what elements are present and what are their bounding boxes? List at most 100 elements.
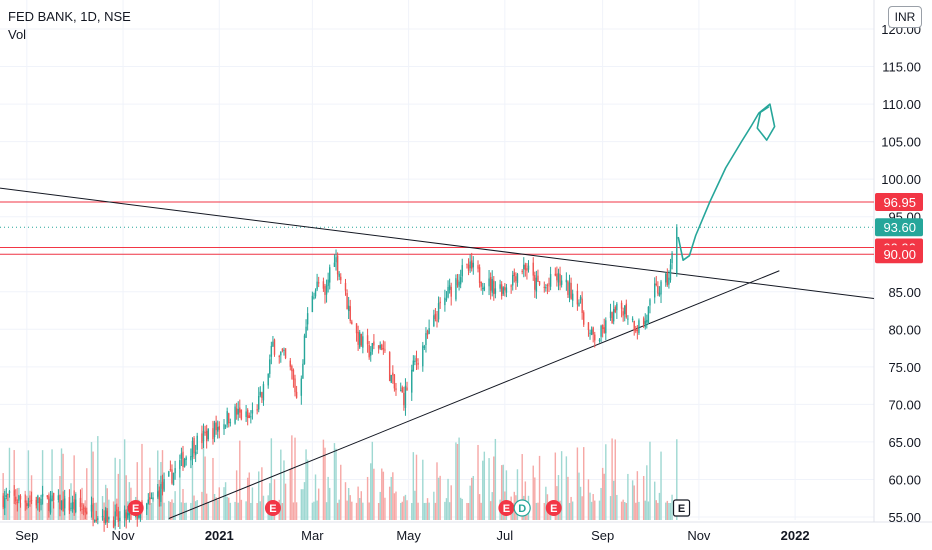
trendlines[interactable] (0, 187, 875, 519)
candle-body (548, 283, 550, 285)
candle-body (300, 378, 303, 396)
candle-body (411, 369, 413, 393)
candle-body (18, 495, 20, 501)
event-marker-label: E (678, 503, 685, 515)
volume-bar (554, 452, 557, 520)
volume-bar (388, 486, 391, 520)
volume-bar (603, 473, 605, 520)
candle-body (450, 286, 452, 297)
event-marker-dividend[interactable]: D (513, 499, 531, 517)
candle-body (289, 360, 291, 367)
candle-body (537, 275, 539, 282)
volume-bar (482, 460, 484, 520)
candle-body (259, 391, 262, 396)
candle-body (516, 273, 519, 283)
projection-path[interactable] (677, 103, 776, 261)
event-marker-upcoming[interactable]: E (672, 499, 691, 517)
candle-body (526, 268, 528, 271)
volume-bar (411, 502, 413, 520)
candle-body (366, 335, 369, 345)
volume-bar (620, 501, 623, 520)
volume-bar (347, 488, 350, 520)
volume-bar (306, 459, 309, 520)
candle-body (316, 281, 318, 290)
volume-bar (598, 500, 601, 520)
candle-body (63, 498, 66, 509)
volume-bar (73, 455, 75, 520)
candle-body (554, 273, 557, 276)
volume-bar (360, 491, 362, 520)
price-axis[interactable]: 120.00115.00110.00105.00100.0095.0090.00… (881, 22, 921, 525)
volume-bar (101, 496, 104, 520)
earnings-icon (264, 500, 281, 516)
candle-body (90, 504, 93, 512)
volume-bar (183, 502, 186, 520)
candle-body (152, 497, 154, 500)
volume-bar (351, 501, 353, 520)
event-marker-earnings[interactable]: E (545, 500, 562, 516)
candle-body (215, 422, 217, 431)
candle-body (191, 440, 194, 458)
candlesticks (2, 224, 678, 532)
candle-body (84, 508, 86, 513)
volume-indicator-label[interactable]: Vol (8, 27, 27, 42)
volume-bar (259, 501, 262, 520)
trendline[interactable] (168, 270, 780, 519)
candle-body (223, 424, 225, 430)
candle-body (2, 495, 4, 508)
symbol-title[interactable]: FED BANK, 1D, NSE (8, 9, 131, 24)
candle-body (41, 493, 44, 497)
volume-bar (625, 502, 628, 520)
candle-body (437, 303, 440, 320)
volume-bar (571, 501, 574, 520)
volume-bar (493, 456, 495, 520)
volume-bar (327, 476, 329, 520)
event-marker-earnings[interactable]: E (498, 500, 515, 516)
candle-body (234, 406, 236, 424)
candle-body (324, 286, 326, 295)
candle-body (395, 388, 397, 391)
candle-body (106, 510, 108, 523)
volume-bar (40, 502, 42, 520)
candle-body (625, 303, 628, 318)
currency-badge[interactable]: INR (888, 6, 922, 28)
candle-body (273, 339, 276, 355)
volume-bar (477, 444, 479, 520)
volume-bar (535, 502, 538, 520)
candle-body (488, 278, 490, 287)
volume-bar (213, 493, 216, 520)
trendline[interactable] (0, 187, 875, 300)
volume-bar (245, 501, 247, 520)
candle-body (93, 520, 96, 522)
candle-body (344, 282, 347, 291)
candle-body (240, 409, 243, 420)
volume-bar (322, 439, 325, 520)
candle-body (627, 318, 629, 320)
price-tick-label: 55.00 (888, 510, 921, 525)
candle-body (59, 494, 61, 510)
candle-body (218, 426, 220, 430)
volume-bar (13, 450, 15, 520)
volume-bar (382, 471, 385, 520)
candle-body (609, 311, 612, 318)
horizontal-levels[interactable] (0, 201, 874, 255)
candle-body (24, 500, 26, 503)
candle-body (205, 430, 208, 442)
volume-bar (658, 492, 661, 520)
event-marker-earnings[interactable]: E (264, 500, 281, 516)
volume-bar (614, 439, 616, 520)
event-marker-label: E (503, 503, 510, 515)
projection-arrow[interactable] (677, 103, 776, 261)
candle-body (171, 469, 173, 484)
volume-bar (433, 491, 435, 520)
event-marker-earnings[interactable]: E (127, 500, 144, 516)
candle-body (311, 295, 314, 313)
time-tick-label: 2021 (205, 528, 234, 543)
candle-body (278, 356, 280, 358)
time-tick-label: Sep (15, 528, 38, 543)
volume-bar (666, 500, 669, 520)
time-axis[interactable]: Sep Nov 2021 Mar May Jul Sep Nov 2022 (15, 528, 809, 543)
volume-bar (294, 437, 296, 520)
